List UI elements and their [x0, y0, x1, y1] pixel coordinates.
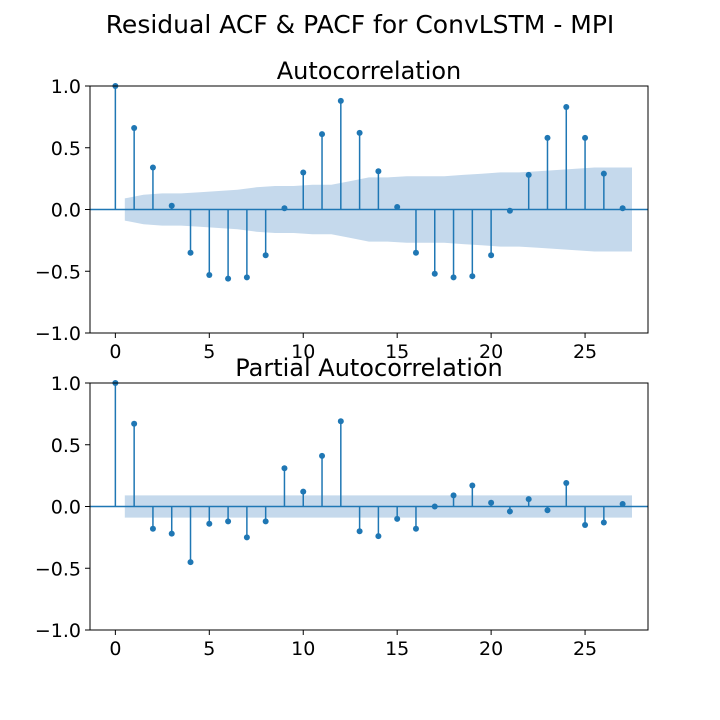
- acf-point: [187, 249, 194, 256]
- acf-title: Autocorrelation: [277, 57, 462, 85]
- acf-point: [582, 134, 589, 141]
- pacf-point: [243, 534, 250, 541]
- acf-y-tick-label: −1.0: [35, 323, 81, 345]
- pacf-point: [206, 520, 213, 527]
- pacf-x-tick-label: 5: [203, 638, 215, 660]
- acf-point: [356, 129, 363, 136]
- acf-x-tick-label: 10: [291, 341, 315, 363]
- pacf-point: [337, 418, 344, 425]
- pacf-point: [394, 515, 401, 522]
- acf-point: [262, 252, 269, 259]
- acf-x-tick-label: 5: [203, 341, 215, 363]
- pacf-x-tick-label: 20: [479, 638, 503, 660]
- acf-point: [563, 103, 570, 110]
- pacf-x-tick-label: 0: [109, 638, 121, 660]
- chart-panels: 0 5 10 15 20 25 −1.0 −0.5 0.0 0.5 1.0 Autocorrelati…: [35, 57, 649, 660]
- acf-point: [375, 168, 382, 175]
- pacf-point: [469, 482, 476, 489]
- acf-x-tick-label: 25: [573, 341, 597, 363]
- pacf-point: [488, 499, 495, 506]
- pacf-point: [225, 518, 232, 525]
- acf-point: [619, 205, 626, 212]
- acf-point: [412, 249, 419, 256]
- pacf-point: [412, 525, 419, 532]
- acf-point: [149, 164, 156, 171]
- acf-x-tick-label: 20: [479, 341, 503, 363]
- pacf-point: [525, 496, 532, 503]
- pacf-point: [187, 559, 194, 566]
- acf-point: [544, 134, 551, 141]
- acf-y-tick-label: 0.5: [51, 138, 81, 160]
- pacf-point: [450, 492, 457, 499]
- acf-point: [225, 275, 232, 282]
- acf-point: [243, 274, 250, 281]
- acf-y-tick-label: −0.5: [35, 261, 81, 283]
- acf-point: [337, 97, 344, 104]
- pacf-point: [149, 525, 156, 532]
- pacf-panel: 0 5 10 15 20 25 −1.0 −0.5 0.0 0.5 1.0 Partial Autoc…: [35, 354, 649, 660]
- pacf-point: [262, 518, 269, 525]
- acf-x-tick-label: 0: [109, 341, 121, 363]
- pacf-point: [506, 508, 513, 515]
- acf-point: [394, 204, 401, 211]
- pacf-y-tick-label: 0.5: [51, 435, 81, 457]
- pacf-point: [563, 480, 570, 487]
- acf-point: [206, 271, 213, 278]
- acf-y-tick-label: 1.0: [51, 76, 81, 98]
- pacf-y-tick-label: −1.0: [35, 620, 81, 642]
- acf-y-tick-label: 0.0: [51, 200, 81, 222]
- acf-x-tick-label: 15: [385, 341, 409, 363]
- pacf-point: [319, 452, 326, 459]
- pacf-y-tick-label: 0.0: [51, 497, 81, 519]
- pacf-point: [600, 519, 607, 526]
- pacf-point: [168, 530, 175, 537]
- acf-point: [168, 202, 175, 209]
- pacf-point: [375, 533, 382, 540]
- pacf-point: [281, 465, 288, 472]
- acf-point: [600, 170, 607, 177]
- pacf-point: [356, 528, 363, 535]
- pacf-point: [131, 420, 138, 427]
- acf-point: [281, 205, 288, 212]
- pacf-y-tick-label: −0.5: [35, 558, 81, 580]
- pacf-point: [431, 503, 438, 510]
- pacf-point: [582, 522, 589, 529]
- pacf-x-tick-label: 15: [385, 638, 409, 660]
- figure-suptitle: Residual ACF & PACF for ConvLSTM - MPI: [106, 10, 615, 39]
- pacf-title: Partial Autocorrelation: [235, 354, 503, 382]
- pacf-x-tick-label: 25: [573, 638, 597, 660]
- acf-point: [300, 169, 307, 176]
- acf-point: [319, 131, 326, 138]
- pacf-y-tick-label: 1.0: [51, 373, 81, 395]
- acf-point: [469, 273, 476, 280]
- acf-panel: 0 5 10 15 20 25 −1.0 −0.5 0.0 0.5 1.0 Autocorrelati…: [35, 57, 649, 363]
- pacf-point: [544, 507, 551, 514]
- acf-point: [431, 270, 438, 277]
- acf-point: [131, 124, 138, 131]
- acf-point: [506, 207, 513, 214]
- acf-point: [450, 274, 457, 281]
- pacf-x-tick-label: 10: [291, 638, 315, 660]
- pacf-point: [300, 488, 307, 495]
- acf-point: [525, 171, 532, 178]
- acf-point: [488, 252, 495, 259]
- pacf-point: [619, 501, 626, 508]
